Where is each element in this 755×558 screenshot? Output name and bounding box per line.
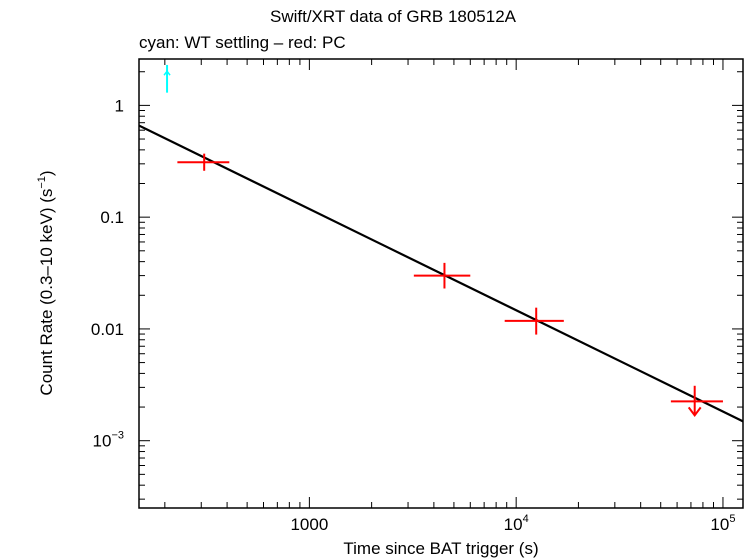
y-tick-label: 0.1 — [100, 208, 124, 227]
plot-frame — [138, 58, 744, 509]
pc-data-point — [177, 153, 230, 171]
y-tick-label: 10−3 — [93, 430, 124, 451]
model-line — [139, 124, 743, 423]
y-tick-label: 0.01 — [91, 320, 124, 339]
pc-data-point — [413, 262, 471, 289]
x-tick-label: 1000 — [290, 515, 328, 534]
pc-data-point — [504, 307, 564, 335]
x-tick-label: 105 — [710, 513, 735, 534]
y-axis-label: Count Rate (0.3–10 keV) (s−1) — [36, 170, 56, 395]
chart-title: Swift/XRT data of GRB 180512A — [270, 7, 517, 26]
x-tick-label: 104 — [504, 513, 529, 534]
wt-data-point — [163, 64, 171, 93]
y-tick-label: 1 — [115, 96, 124, 115]
wt-marker — [163, 69, 171, 76]
x-axis-label: Time since BAT trigger (s) — [343, 539, 538, 558]
upper-limit-arrow — [687, 406, 702, 418]
chart-subtitle: cyan: WT settling – red: PC — [139, 33, 346, 52]
pc-data-point — [670, 385, 723, 418]
